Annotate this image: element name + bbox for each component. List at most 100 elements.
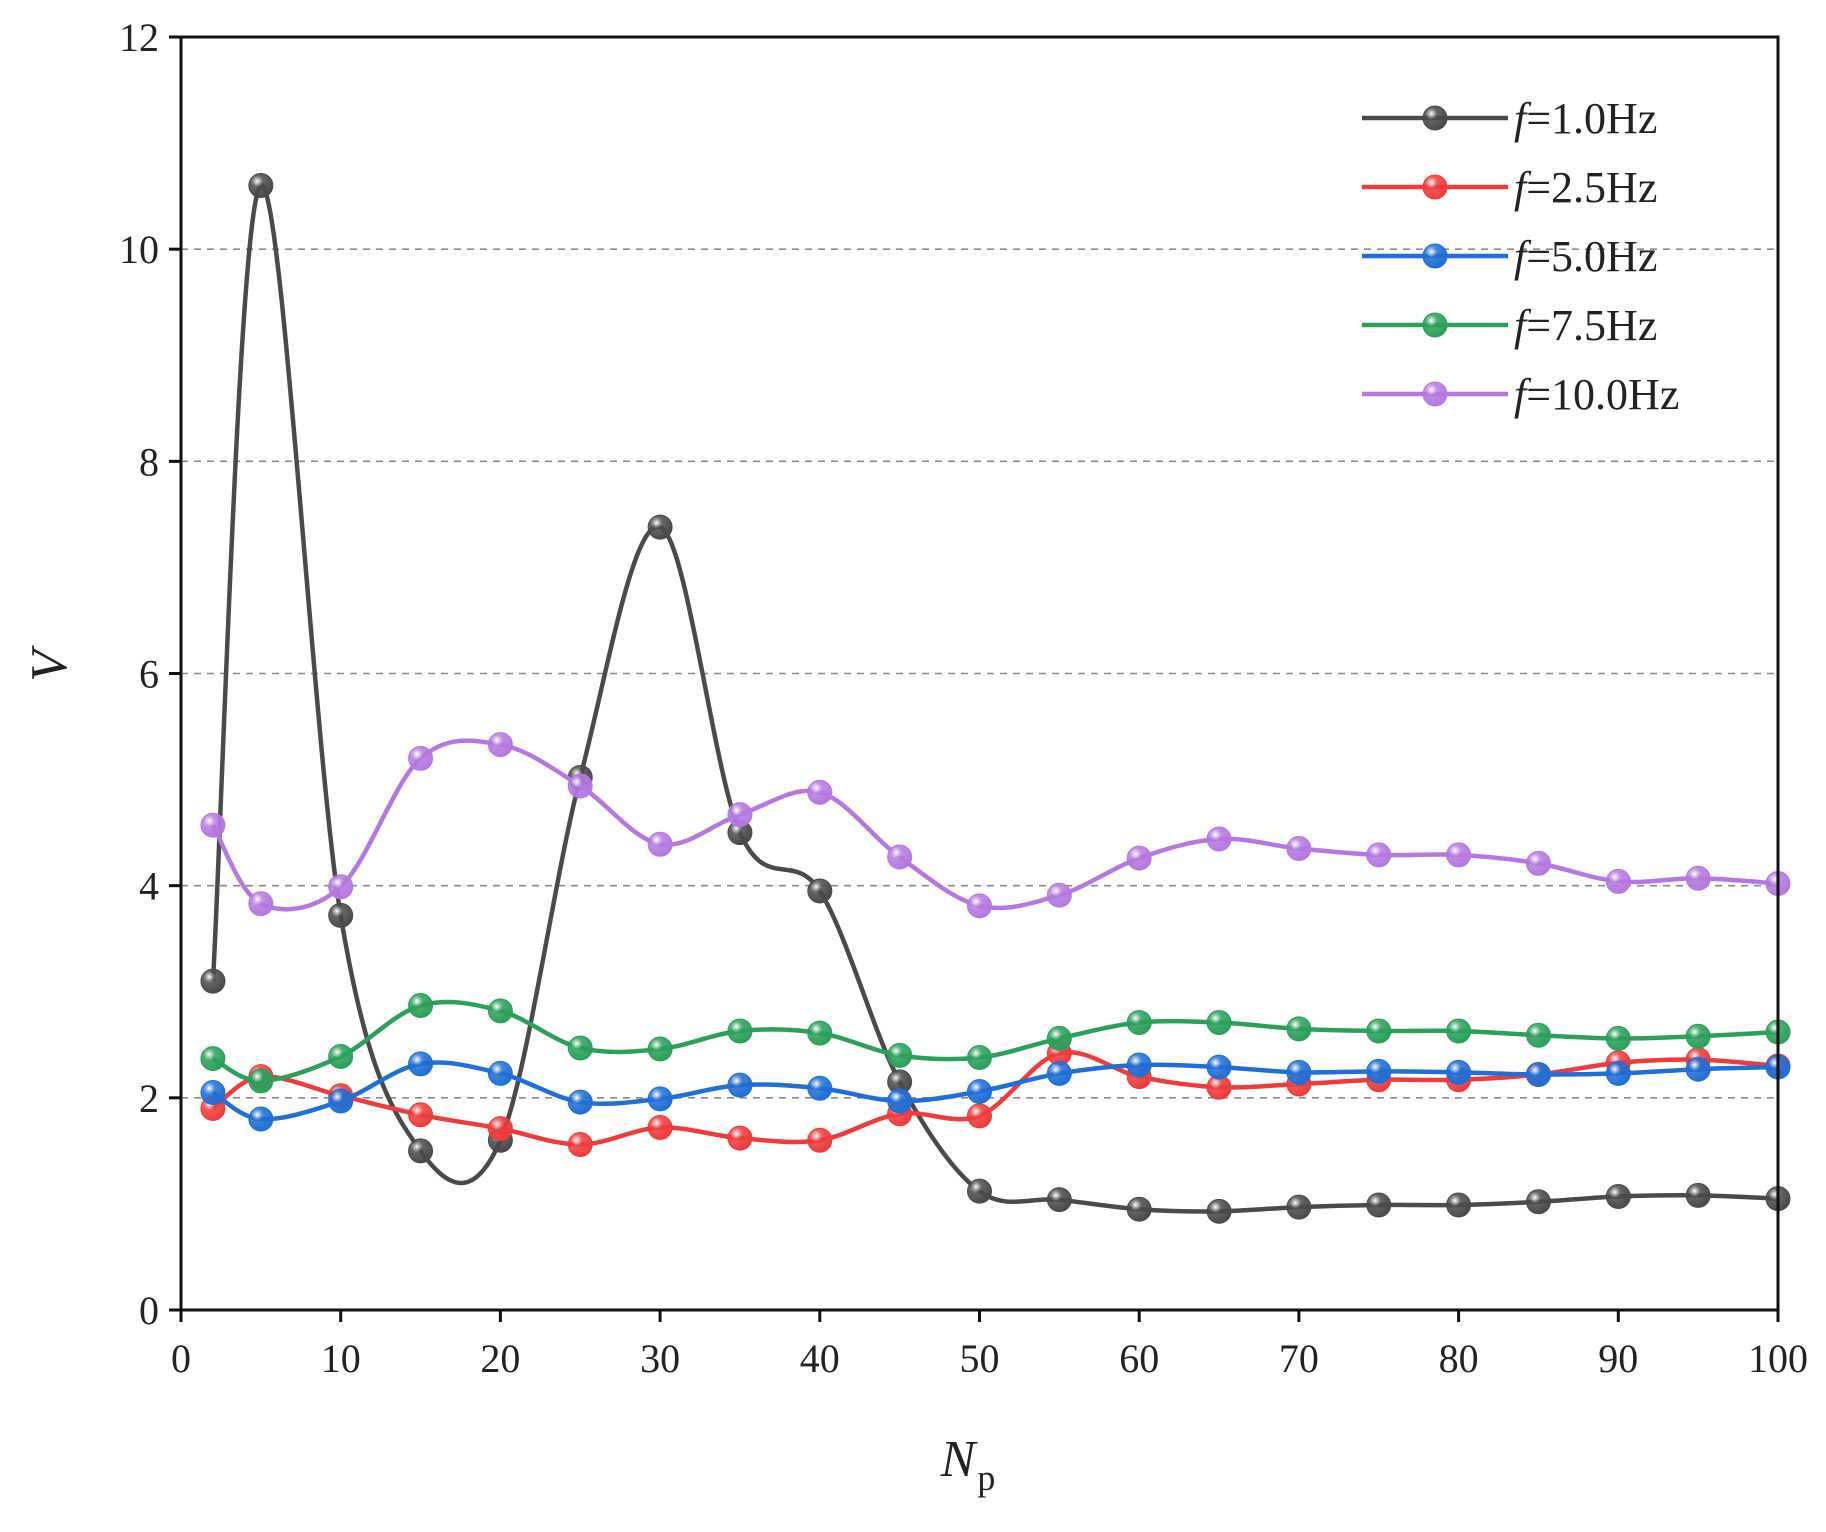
data-point bbox=[1446, 842, 1472, 868]
legend-marker bbox=[1422, 105, 1448, 131]
data-point bbox=[967, 1178, 992, 1204]
data-point bbox=[887, 1088, 913, 1114]
data-point bbox=[248, 173, 274, 199]
series-f=5.0Hz bbox=[200, 1051, 1791, 1132]
data-point bbox=[647, 1086, 673, 1112]
legend-label: f=5.0Hz bbox=[1514, 232, 1657, 281]
y-tick-label: 6 bbox=[139, 652, 159, 697]
data-point bbox=[567, 1132, 593, 1158]
data-point bbox=[647, 831, 673, 857]
data-point bbox=[1525, 850, 1551, 876]
y-tick-label: 4 bbox=[139, 864, 159, 909]
data-point bbox=[1126, 845, 1152, 871]
data-point bbox=[1286, 1016, 1312, 1042]
legend-label: f=2.5Hz bbox=[1514, 163, 1657, 212]
data-point bbox=[328, 874, 354, 900]
data-point bbox=[807, 878, 833, 904]
data-point bbox=[408, 1102, 434, 1128]
data-point bbox=[647, 1115, 673, 1141]
data-point bbox=[807, 1020, 833, 1046]
series-layer bbox=[200, 173, 1791, 1224]
x-tick-label: 70 bbox=[1279, 1336, 1319, 1381]
legend-marker bbox=[1422, 381, 1448, 407]
data-point bbox=[1046, 1060, 1072, 1086]
data-point bbox=[487, 732, 513, 758]
x-tick-label: 10 bbox=[321, 1336, 361, 1381]
y-tick-label: 10 bbox=[119, 227, 159, 272]
data-point bbox=[727, 1018, 753, 1044]
data-point bbox=[1605, 1060, 1631, 1086]
data-point bbox=[1685, 1056, 1711, 1082]
series-f=7.5Hz bbox=[200, 993, 1791, 1094]
legend-marker bbox=[1422, 312, 1448, 338]
data-point bbox=[807, 1127, 833, 1153]
data-point bbox=[408, 1138, 434, 1164]
legend-item: f=1.0Hz bbox=[1362, 94, 1657, 143]
series-f=10.0Hz bbox=[200, 732, 1791, 919]
y-tick-label: 8 bbox=[139, 439, 159, 484]
legend-item: f=7.5Hz bbox=[1362, 301, 1657, 350]
data-point bbox=[200, 1080, 226, 1106]
data-point bbox=[647, 514, 673, 540]
data-point bbox=[1605, 868, 1631, 894]
data-point bbox=[887, 1042, 913, 1068]
data-point bbox=[200, 968, 226, 994]
data-point bbox=[200, 1046, 226, 1072]
data-point bbox=[967, 893, 992, 919]
data-point bbox=[408, 1051, 434, 1077]
data-point bbox=[967, 1078, 992, 1104]
data-point bbox=[1685, 1023, 1711, 1049]
legend-item: f=2.5Hz bbox=[1362, 163, 1657, 212]
legend-item: f=10.0Hz bbox=[1362, 370, 1679, 419]
data-point bbox=[567, 773, 593, 799]
legend-label: f=1.0Hz bbox=[1514, 94, 1657, 143]
data-point bbox=[1366, 842, 1392, 868]
data-point bbox=[1446, 1018, 1472, 1044]
data-point bbox=[328, 1088, 354, 1114]
data-point bbox=[1366, 1192, 1392, 1218]
data-point bbox=[1126, 1196, 1152, 1222]
x-tick-label: 100 bbox=[1748, 1336, 1808, 1381]
data-point bbox=[967, 1045, 992, 1071]
data-point bbox=[1525, 1061, 1551, 1087]
y-tick-label: 0 bbox=[139, 1288, 159, 1333]
data-point bbox=[1525, 1189, 1551, 1215]
data-point bbox=[1206, 1198, 1232, 1224]
legend-marker bbox=[1422, 243, 1448, 269]
data-point bbox=[328, 902, 354, 928]
x-tick-label: 30 bbox=[640, 1336, 680, 1381]
data-point bbox=[727, 1072, 753, 1098]
series-f=2.5Hz bbox=[200, 1040, 1791, 1158]
data-point bbox=[1446, 1192, 1472, 1218]
data-point bbox=[567, 1035, 593, 1061]
data-point bbox=[727, 1125, 753, 1151]
data-point bbox=[1605, 1025, 1631, 1051]
grid-lines bbox=[181, 248, 1778, 1099]
data-point bbox=[1366, 1018, 1392, 1044]
y-axis-title: V bbox=[21, 645, 78, 682]
data-point bbox=[647, 1036, 673, 1062]
data-point bbox=[200, 812, 226, 838]
legend-marker bbox=[1422, 174, 1448, 200]
legend: f=1.0Hz f=2.5Hz f=5.0Hz f=7.5Hz f=10.0Hz bbox=[1362, 94, 1679, 419]
data-point bbox=[1046, 1187, 1072, 1213]
data-point bbox=[1525, 1022, 1551, 1048]
data-point bbox=[1046, 1025, 1072, 1051]
y-tick-label: 12 bbox=[119, 15, 159, 60]
y-tick-label: 2 bbox=[139, 1076, 159, 1121]
legend-item: f=5.0Hz bbox=[1362, 232, 1657, 281]
data-point bbox=[487, 998, 513, 1024]
data-point bbox=[1685, 865, 1711, 891]
legend-label: f=7.5Hz bbox=[1514, 301, 1657, 350]
data-point bbox=[487, 1116, 513, 1142]
series-line bbox=[210, 738, 1779, 912]
data-point bbox=[1366, 1058, 1392, 1084]
data-point bbox=[1685, 1182, 1711, 1208]
x-tick-label: 90 bbox=[1598, 1336, 1638, 1381]
x-tick-label: 50 bbox=[960, 1336, 1000, 1381]
data-point bbox=[1206, 1010, 1232, 1036]
legend-label: f=10.0Hz bbox=[1514, 370, 1679, 419]
data-point bbox=[967, 1103, 992, 1129]
data-point bbox=[1286, 836, 1312, 862]
